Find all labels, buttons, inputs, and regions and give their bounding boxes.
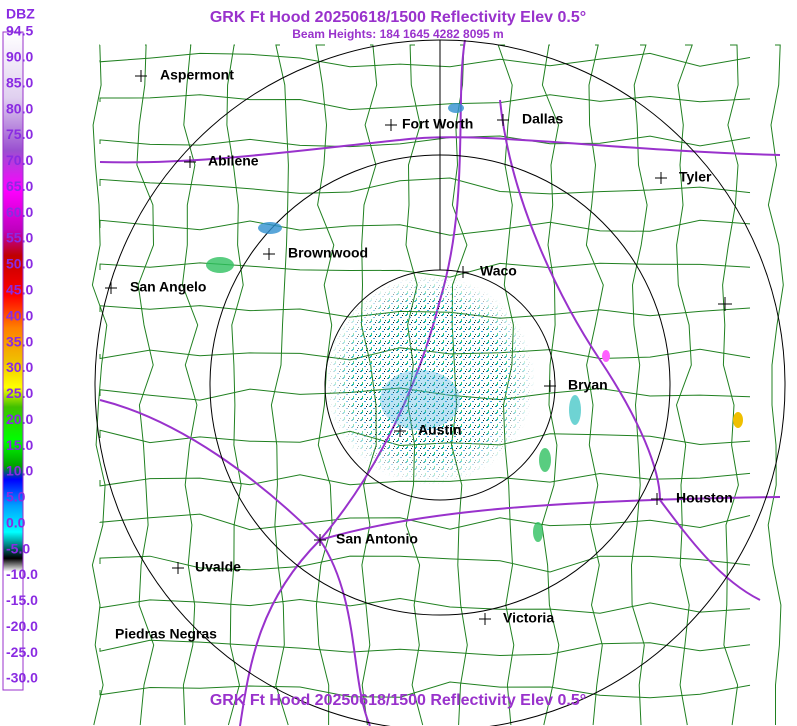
city-label: Houston [676, 490, 733, 506]
range-rings [94, 39, 786, 726]
colorbar-label: -5.0 [6, 540, 30, 556]
colorbar-label: 55.0 [6, 230, 33, 246]
city-label: Bryan [568, 377, 608, 393]
county-line [99, 681, 751, 699]
county-line [99, 219, 751, 236]
title: GRK Ft Hood 20250618/1500 Reflectivity E… [210, 9, 586, 26]
city-label: San Antonio [336, 531, 418, 547]
county-line [99, 262, 751, 278]
colorbar-label: 94.5 [6, 23, 33, 39]
colorbar-label: 15.0 [6, 437, 33, 453]
colorbar-label: -15.0 [6, 592, 38, 608]
colorbar-label: 20.0 [6, 411, 33, 427]
county-line [630, 44, 648, 726]
colorbar-label: -25.0 [6, 644, 38, 660]
colorbar-label: -30.0 [6, 670, 38, 686]
county-line [99, 94, 751, 111]
colorbar-label: 65.0 [6, 178, 33, 194]
city-label: Waco [480, 263, 517, 279]
subtitle: Beam Heights: 184 1645 4282 8095 m [292, 27, 503, 41]
county-line [99, 177, 751, 195]
colorbar [2, 31, 24, 691]
city-label: Aspermont [160, 67, 234, 83]
county-line [675, 44, 693, 726]
county-line [91, 44, 108, 726]
county-line [585, 44, 604, 726]
county-line [136, 44, 155, 726]
county-line [99, 472, 751, 487]
colorbar-label: -20.0 [6, 618, 38, 634]
colorbar-label: 10.0 [6, 463, 33, 479]
county-line [767, 44, 784, 725]
county-line [99, 52, 751, 68]
colorbar-label: -10.0 [6, 566, 38, 582]
county-line [99, 639, 751, 657]
city-label: Austin [418, 422, 462, 438]
colorbar-label: 25.0 [6, 385, 33, 401]
radar-echoes [206, 103, 743, 542]
city-label: Brownwood [288, 245, 368, 261]
city-label: Victoria [503, 610, 554, 626]
county-line [541, 44, 560, 726]
city-label: Tyler [679, 169, 712, 185]
colorbar-label: 90.0 [6, 49, 33, 65]
colorbar-label: 80.0 [6, 100, 33, 116]
colorbar-label: 75.0 [6, 126, 33, 142]
city-label: San Angelo [130, 279, 207, 295]
city-label: Uvalde [195, 559, 241, 575]
county-line [722, 44, 739, 726]
city-label: Dallas [522, 111, 563, 127]
county-line [226, 44, 244, 726]
colorbar-label: 60.0 [6, 204, 33, 220]
county-line [99, 597, 751, 614]
colorbar-label: 50.0 [6, 256, 33, 272]
county-line [99, 135, 751, 148]
colorbar-label: 45.0 [6, 282, 33, 298]
county-line [270, 44, 289, 726]
footer-title: GRK Ft Hood 20250618/1500 Reflectivity E… [210, 692, 586, 709]
city-label: Fort Worth [402, 116, 473, 132]
county-line [99, 513, 751, 531]
city-label: Abilene [208, 153, 259, 169]
colorbar-label: 40.0 [6, 307, 33, 323]
city-label: Piedras Negras [115, 626, 217, 642]
county-line [181, 44, 199, 726]
county-line [99, 555, 751, 573]
colorbar-unit: DBZ [6, 6, 35, 22]
colorbar-label: 70.0 [6, 152, 33, 168]
colorbar-label: 0.0 [6, 514, 26, 530]
colorbar-label: 5.0 [6, 489, 26, 505]
colorbar-label: 85.0 [6, 74, 33, 90]
colorbar-label: 35.0 [6, 333, 33, 349]
colorbar-label: 30.0 [6, 359, 33, 375]
